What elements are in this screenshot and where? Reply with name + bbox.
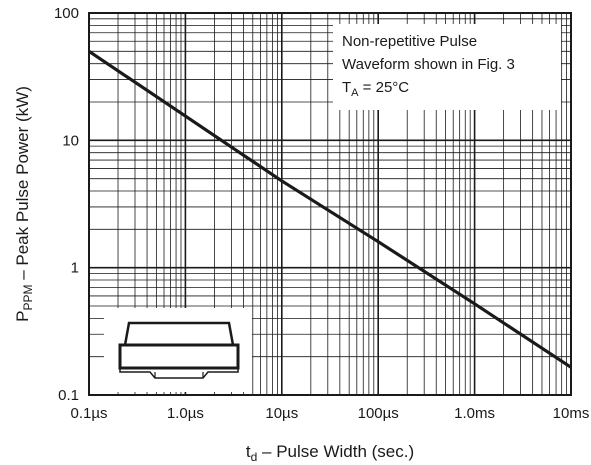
annotation-line-1: Non-repetitive Pulse: [342, 33, 477, 50]
annotation-background: [333, 24, 561, 110]
y-tick-label: 100: [54, 5, 79, 22]
series-line-0: [88, 50, 572, 369]
x-tick-labels: 0.1µs 1.0µs 10µs 100µs 1.0ms 10ms: [71, 405, 590, 422]
annotation-line-2: Waveform shown in Fig. 3: [342, 56, 515, 73]
x-tick-label: 1.0µs: [167, 405, 204, 422]
x-tick-label: 10ms: [553, 405, 590, 422]
package-icon-background: [104, 308, 252, 392]
y-axis-title: PPPM – Peak Pulse Power (kW): [13, 86, 35, 322]
plot-frame: [88, 12, 572, 396]
package-lead-detail: [154, 372, 204, 378]
x-tick-label: 100µs: [358, 405, 399, 422]
x-tick-label: 1.0ms: [454, 405, 495, 422]
series-layer: [88, 50, 572, 369]
y-tick-label: 0.1: [58, 387, 79, 404]
x-tick-label: 10µs: [265, 405, 298, 422]
y-tick-label: 10: [62, 132, 79, 149]
package-body-outline: [118, 343, 240, 370]
annotation-box: Non-repetitive Pulse Waveform shown in F…: [333, 24, 561, 110]
package-outline-icon: [104, 308, 252, 392]
package-lead-outline: [119, 368, 239, 379]
x-axis-title: td – Pulse Width (sec.): [246, 442, 414, 464]
annotation-temperature: TA = 25°C: [342, 79, 409, 99]
y-tick-labels: 0.1 1 10 100: [54, 5, 79, 404]
x-tick-label: 0.1µs: [71, 405, 108, 422]
y-tick-label: 1: [71, 260, 79, 277]
